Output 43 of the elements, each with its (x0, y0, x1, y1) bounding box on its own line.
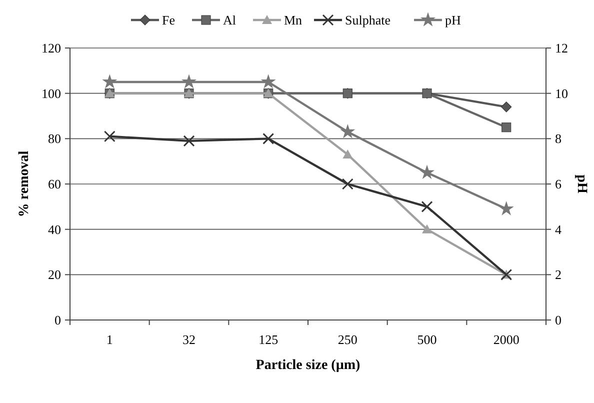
point (421, 200, 433, 212)
legend-label: pH (445, 12, 461, 28)
y-tick-label: 80 (48, 131, 61, 146)
x-tick-label: 32 (182, 332, 196, 347)
point (422, 224, 432, 234)
point (104, 130, 116, 142)
x-tick-label: 250 (338, 332, 358, 347)
point (342, 150, 353, 159)
point (498, 201, 514, 216)
legend-label: Sulphate (345, 12, 391, 28)
legend-label: Fe (162, 12, 176, 28)
x-tick-label: 500 (417, 332, 437, 347)
y-tick-label: 40 (48, 222, 61, 237)
point (502, 122, 512, 132)
y2-axis-title: pH (574, 174, 589, 194)
y2-tick-label: 8 (555, 131, 562, 146)
y-tick-label: 100 (42, 86, 61, 101)
x-tick-label: 2000 (493, 332, 520, 347)
legend-label: Al (223, 12, 236, 28)
y-tick-label: 20 (48, 267, 61, 282)
x-axis-title: Particle size (µm) (256, 358, 361, 373)
y2-tick-label: 4 (555, 222, 562, 237)
y2-tick-label: 10 (555, 86, 568, 101)
y-tick-label: 120 (42, 40, 61, 56)
y2-tick-label: 12 (555, 40, 568, 56)
point (342, 178, 354, 190)
legend-label: Mn (284, 12, 303, 28)
point (183, 135, 195, 147)
point (501, 102, 512, 112)
x-tick-label: 125 (258, 332, 278, 347)
y-tick-label: 0 (54, 312, 61, 328)
x-tick-label: 1 (106, 332, 113, 347)
y-tick-label: 60 (48, 176, 61, 192)
y2-tick-label: 6 (555, 176, 562, 192)
y2-tick-label: 0 (555, 312, 562, 328)
y-axis-title: % removal (17, 150, 32, 218)
point (102, 74, 118, 88)
point (181, 74, 197, 88)
point (260, 74, 276, 88)
point (419, 164, 435, 180)
point (340, 124, 356, 138)
point (262, 132, 274, 144)
y2-tick-label: 2 (555, 267, 562, 282)
